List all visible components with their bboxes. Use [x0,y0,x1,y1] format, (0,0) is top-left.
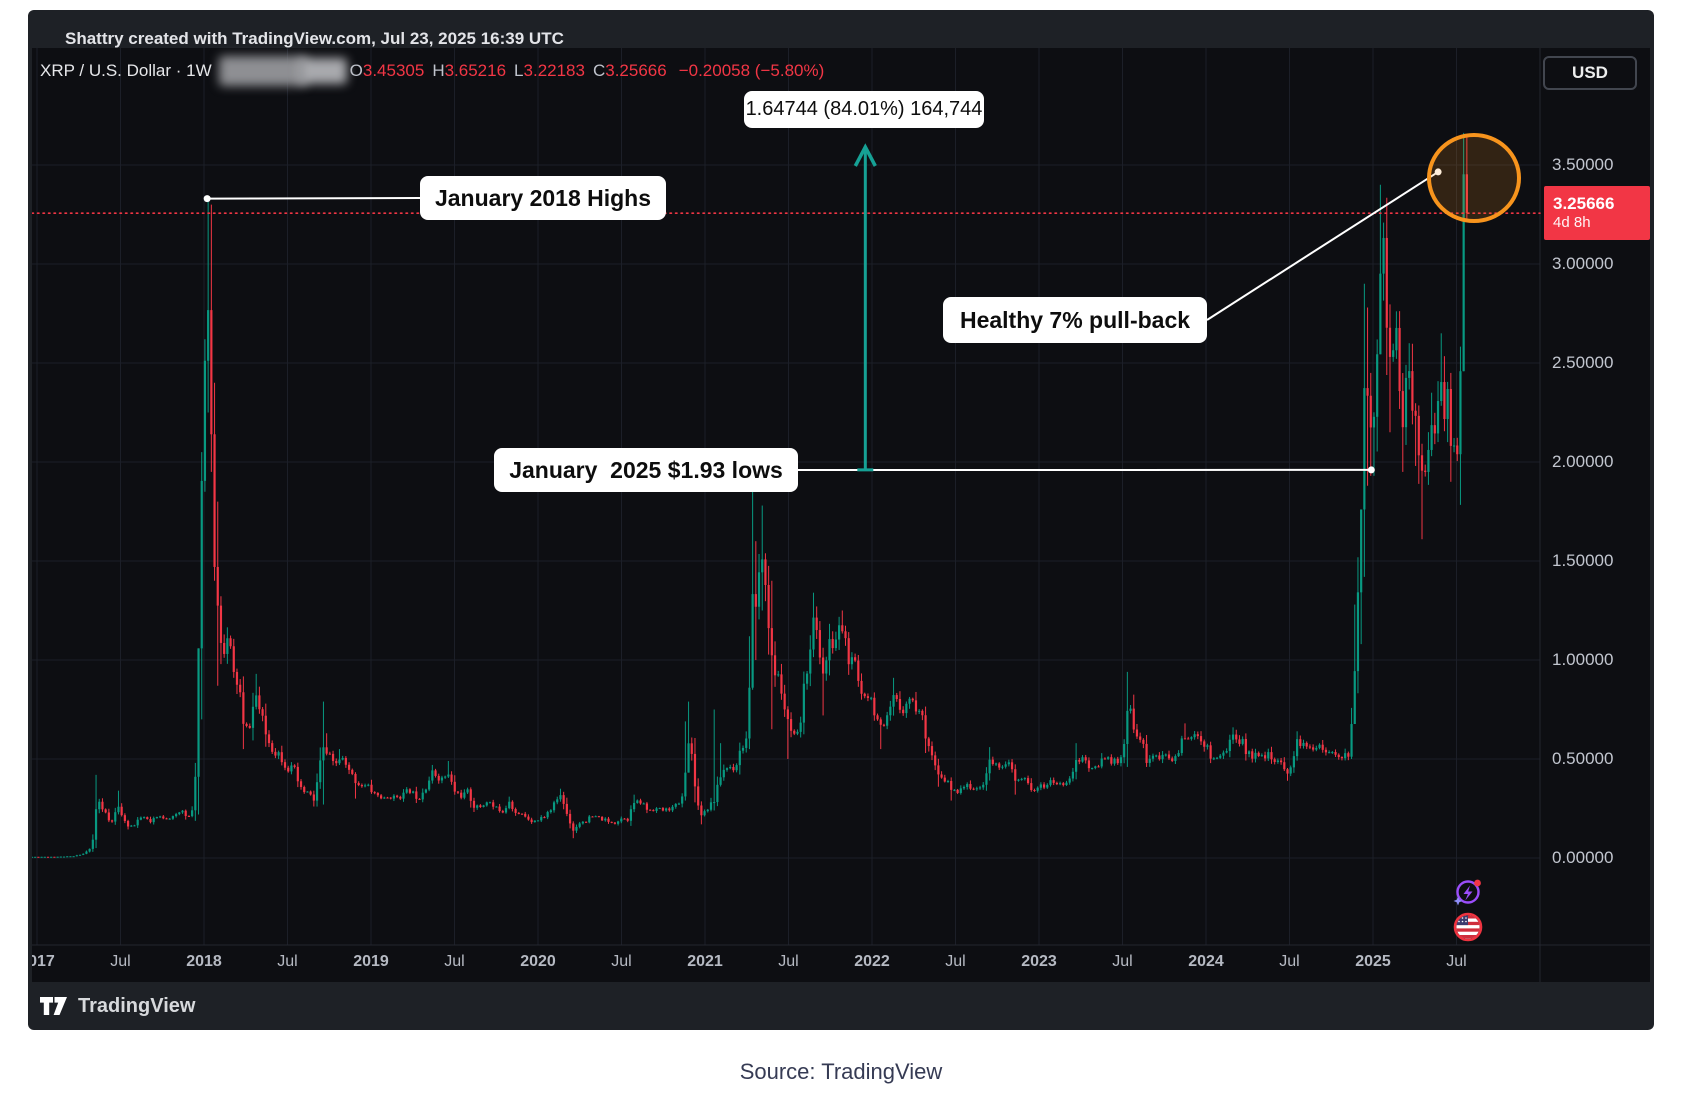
annotation-january-2018-highs[interactable]: January 2018 Highs [420,176,666,220]
high-label: H [432,61,445,80]
low-label: L [514,61,524,80]
price-tick-label: 3.50000 [1552,155,1614,174]
time-tick-label: Jul [1112,953,1133,970]
bar-close-countdown: 4d 8h [1553,214,1591,231]
annotation-january-2025-lows[interactable]: January 2025 $1.93 lows [494,448,798,492]
time-tick-label: Jul [1279,953,1300,970]
close-value: 3.25666 [605,61,667,80]
open-label: O [349,61,363,80]
symbol-legend: XRP / U.S. Dollar · 1W O 3.45305 H 3.65216… [40,57,824,85]
time-tick-label: Jul [1446,953,1467,970]
close-label: C [592,61,606,80]
chart-canvas[interactable] [32,48,1650,982]
time-tick-label: 2025 [1355,953,1391,970]
annotation-healthy-pullback[interactable]: Healthy 7% pull-back [943,297,1207,343]
time-tick-label: Jul [611,953,632,970]
time-tick-label: 2021 [687,953,723,970]
price-tick-label: 2.00000 [1552,452,1614,471]
price-tick-label: 0.00000 [1552,848,1614,867]
time-tick-label: 2020 [520,953,556,970]
time-tick-label: 2018 [186,953,222,970]
footer-bar: TradingView [32,982,1650,1030]
time-tick-label: Jul [110,953,131,970]
redaction-blur-patch [219,56,307,86]
low-value: 3.22183 [523,61,585,80]
annotation-range-measurement[interactable]: 1.64744 (84.01%) 164,744 [744,91,984,128]
change-value: −0.20058 (−5.80%) [678,61,825,80]
time-tick-label: 2022 [854,953,890,970]
time-tick-label: Jul [945,953,966,970]
time-tick-label: 2024 [1188,953,1224,970]
currency-toggle-button[interactable]: USD [1543,56,1637,90]
price-tick-label: 3.00000 [1552,254,1614,273]
open-value: 3.45305 [362,61,425,80]
symbol-title[interactable]: XRP / U.S. Dollar · 1W [40,61,212,80]
time-tick-label: 2017 [32,953,55,970]
sparkle-lightning-event-icon[interactable] [1452,876,1484,908]
attribution-text: Shattry created with TradingView.com, Ju… [65,29,564,48]
time-tick-label: Jul [444,953,465,970]
time-tick-label: Jul [277,953,298,970]
price-axis[interactable]: 3.50000 3.00000 2.50000 2.00000 1.50000 1.000… [1544,48,1650,945]
time-tick-label: 2019 [353,953,389,970]
time-tick-label: 2023 [1021,953,1057,970]
tradingview-logo-icon[interactable] [40,997,68,1015]
current-price-badge: 3.25666 4d 8h [1544,186,1650,240]
tradingview-logo-text[interactable]: TradingView [78,994,196,1017]
us-flag-event-icon[interactable] [1452,911,1484,943]
price-tick-label: 1.00000 [1552,650,1614,669]
price-tick-label: 2.50000 [1552,353,1614,372]
price-tick-label: 1.50000 [1552,551,1614,570]
current-price-value: 3.25666 [1553,194,1615,213]
high-value: 3.65216 [444,61,507,80]
time-tick-label: Jul [778,953,799,970]
time-axis[interactable]: 2017 Jul 2018 Jul 2019 Jul 2020 Jul 2021 Jul 2022 J… [32,945,1650,982]
price-tick-label: 0.50000 [1552,749,1614,768]
source-caption: Source: TradingView [739,1059,943,1084]
redaction-blur-patch-2 [299,58,347,84]
